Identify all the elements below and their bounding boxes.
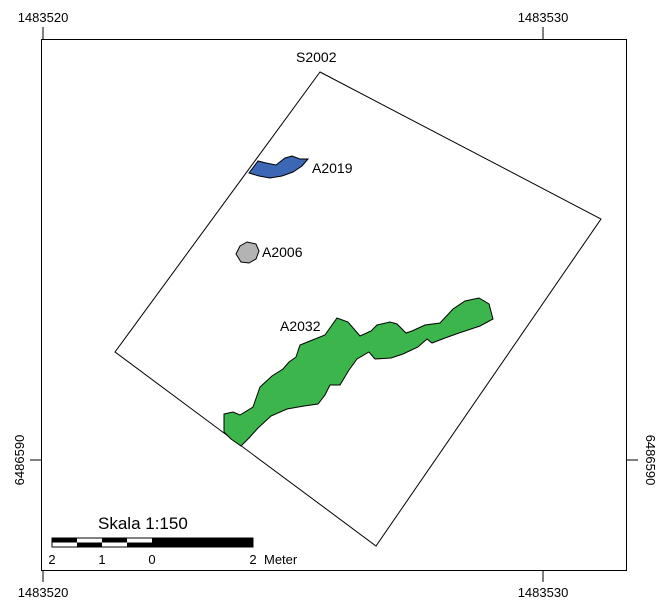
feature-a2032-label: A2032 [280, 318, 321, 334]
coord-top-right: 1483530 [518, 10, 569, 25]
scalebar-seg-3 [102, 538, 127, 543]
section-outline[interactable] [114, 71, 602, 547]
feature-a2019[interactable] [248, 155, 310, 179]
scalebar-unit: Meter [264, 552, 298, 567]
scalebar-tick-1: 1 [98, 552, 105, 567]
coord-bottom-right: 1483530 [518, 585, 569, 600]
scalebar-seg-2 [77, 542, 102, 547]
feature-a2019-label: A2019 [312, 160, 353, 176]
scalebar-seg-5 [152, 538, 253, 547]
scalebar-tick-0: 0 [148, 552, 155, 567]
scalebar [51, 537, 254, 548]
section-label: S2002 [296, 49, 337, 65]
coord-bottom-left: 1483520 [18, 585, 69, 600]
map-frame [41, 39, 627, 571]
coord-top-left: 1483520 [18, 10, 69, 25]
feature-a2006[interactable] [235, 241, 260, 264]
feature-a2006-label: A2006 [262, 244, 303, 260]
feature-a2032[interactable] [223, 297, 494, 447]
scalebar-seg-1 [52, 538, 77, 543]
scalebar-tick-2-left: 2 [48, 552, 55, 567]
scalebar-tick-2-right: 2 [249, 552, 256, 567]
scalebar-seg-4 [127, 542, 152, 547]
coord-right: 6486590 [643, 435, 658, 486]
coord-left: 6486590 [12, 435, 27, 486]
scalebar-title: Skala 1:150 [98, 514, 188, 533]
